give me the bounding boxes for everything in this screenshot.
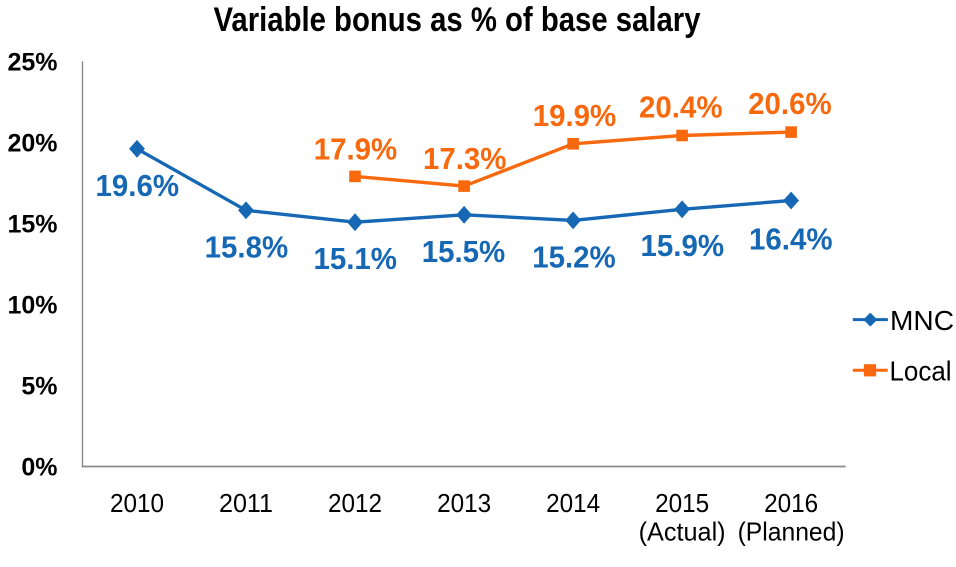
svg-text:15%: 15% [7,211,57,239]
svg-text:20%: 20% [7,129,57,157]
svg-text:2016: 2016 [764,488,818,518]
svg-text:5%: 5% [21,373,57,401]
svg-text:17.9%: 17.9% [314,132,398,167]
svg-text:Variable bonus as % of base sa: Variable bonus as % of base salary [214,1,701,39]
svg-text:16.4%: 16.4% [749,222,833,257]
svg-text:20.4%: 20.4% [639,90,723,125]
svg-text:19.9%: 19.9% [533,98,617,133]
svg-text:17.3%: 17.3% [423,141,507,176]
svg-text:2013: 2013 [437,488,491,518]
svg-text:2015: 2015 [655,488,709,518]
svg-text:15.2%: 15.2% [532,239,616,274]
svg-text:10%: 10% [7,292,57,320]
svg-text:(Actual): (Actual) [639,517,726,547]
svg-text:(Planned): (Planned) [738,517,845,547]
svg-text:2012: 2012 [328,488,382,518]
svg-text:MNC: MNC [890,305,954,336]
svg-text:15.1%: 15.1% [313,241,397,276]
svg-text:Local: Local [890,356,952,387]
svg-text:2011: 2011 [219,488,273,518]
svg-text:19.6%: 19.6% [96,168,180,203]
svg-text:20.6%: 20.6% [748,86,832,121]
svg-text:15.8%: 15.8% [205,230,289,265]
svg-text:15.9%: 15.9% [641,228,725,263]
svg-text:2010: 2010 [110,488,164,518]
svg-text:25%: 25% [7,48,57,76]
svg-text:2014: 2014 [546,488,600,518]
svg-text:0%: 0% [21,454,57,482]
svg-text:15.5%: 15.5% [422,234,506,269]
